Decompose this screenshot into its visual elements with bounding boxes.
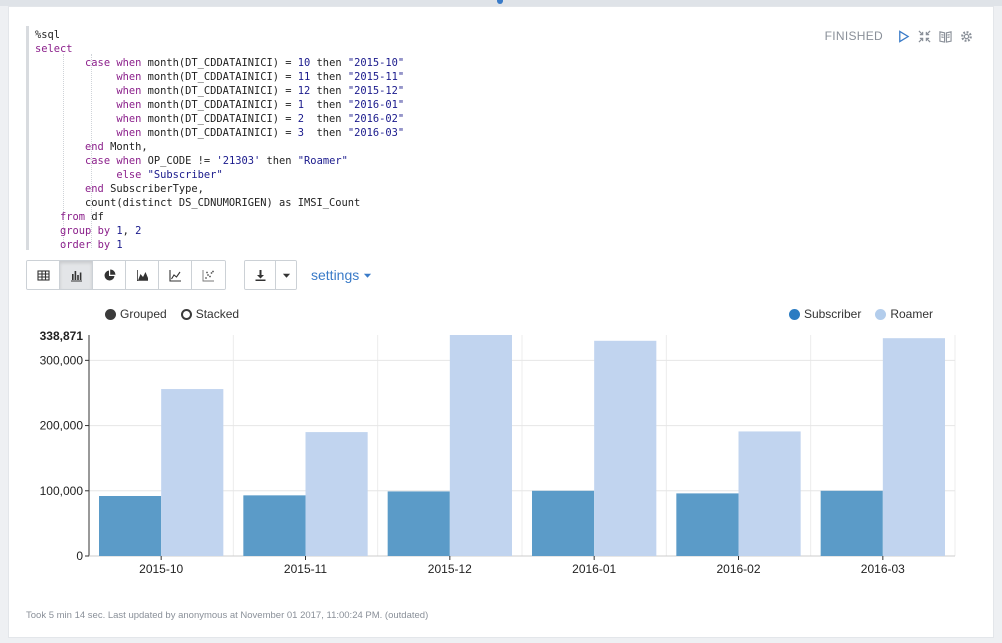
bar-subscriber-2015-10	[99, 496, 162, 556]
radio-empty-icon	[180, 308, 192, 320]
table-view-button[interactable]	[27, 261, 60, 289]
paragraph-controls: FINISHED	[825, 27, 973, 45]
download-icon	[255, 269, 265, 281]
area-chart-icon	[136, 269, 148, 281]
legend-item-subscriber[interactable]: Subscriber	[788, 307, 862, 321]
bar-roamer-2016-01	[594, 340, 657, 556]
code-line: count(distinct DS_CDNUMORIGEN) as IMSI_C…	[35, 197, 361, 209]
run-icon[interactable]	[896, 29, 910, 43]
code-line: when month(DT_CDDATAINICI) = 3 then "201…	[116, 127, 405, 139]
code-line: order by 1	[60, 239, 123, 251]
bar-subscriber-2016-03	[820, 490, 883, 556]
grouped-option[interactable]: Grouped	[105, 307, 167, 321]
pie-chart-button[interactable]	[93, 261, 126, 289]
paragraph-footer: Took 5 min 14 sec. Last updated by anony…	[26, 610, 429, 621]
scatter-chart-button[interactable]	[192, 261, 225, 289]
line-chart-button[interactable]	[159, 261, 192, 289]
stacked-option[interactable]: Stacked	[180, 307, 240, 321]
y-tick-label: 0	[76, 549, 83, 563]
bar-subscriber-2016-01	[532, 490, 595, 556]
legend-label: Subscriber	[803, 307, 862, 321]
code-line: select	[35, 43, 73, 55]
pie-chart-icon	[104, 269, 115, 280]
download-button[interactable]	[245, 261, 275, 289]
code-line: group by 1, 2	[60, 225, 142, 237]
bar-roamer-2016-03	[882, 338, 945, 556]
add-paragraph-handle[interactable]	[497, 0, 503, 4]
code-line: when month(DT_CDDATAINICI) = 2 then "201…	[116, 113, 405, 125]
code-line: case when OP_CODE != '21303' then "Roame…	[85, 155, 348, 167]
collapse-icon[interactable]	[917, 29, 931, 43]
caret-down-icon	[364, 273, 372, 278]
line-chart-icon	[168, 269, 181, 282]
table-icon	[36, 269, 50, 281]
gear-icon[interactable]	[959, 29, 973, 43]
code-line: when month(DT_CDDATAINICI) = 11 then "20…	[116, 71, 405, 83]
bar-roamer-2015-10	[161, 389, 224, 556]
chart-type-group	[26, 260, 226, 290]
settings-toggle[interactable]: settings	[311, 267, 372, 283]
download-group	[244, 260, 297, 290]
chart-mode-legend: Grouped Stacked	[105, 307, 239, 321]
radio-filled-icon	[105, 308, 116, 320]
indent-guide	[91, 54, 92, 248]
x-tick-label: 2016-01	[572, 562, 616, 576]
code-line: case when month(DT_CDDATAINICI) = 10 the…	[85, 57, 405, 69]
bar-chart-icon	[70, 270, 82, 281]
code-line: from df	[60, 211, 104, 223]
code-line: end SubscriberType,	[85, 183, 204, 195]
x-tick-label: 2015-11	[284, 562, 327, 576]
bar-roamer-2016-02	[738, 431, 801, 556]
code-line: else "Subscriber"	[116, 169, 223, 181]
grouped-label: Grouped	[120, 307, 167, 321]
x-tick-label: 2015-12	[428, 562, 472, 576]
bar-subscriber-2015-12	[387, 491, 450, 556]
bar-subscriber-2016-02	[676, 493, 739, 556]
bar-subscriber-2015-11	[243, 495, 306, 556]
bar-roamer-2015-11	[305, 432, 368, 556]
code-line: %sql	[35, 29, 61, 41]
legend-label: Roamer	[890, 307, 933, 321]
code-editor[interactable]: %sql select case when month(DT_CDDATAINI…	[26, 26, 466, 251]
series-swatch-icon	[875, 308, 887, 320]
series-swatch-icon	[788, 308, 800, 320]
paragraph: FINISHED %sql select case when month(DT_…	[8, 6, 994, 638]
bar-chart: 0 100,000 200,000 300,000 338,871 2015-10 2015…	[40, 329, 956, 576]
visualization-toolbar: settings	[26, 260, 372, 290]
area-chart-button[interactable]	[126, 261, 159, 289]
legend-item-roamer[interactable]: Roamer	[875, 307, 933, 321]
x-tick-label: 2016-03	[861, 562, 905, 576]
top-bar	[0, 0, 1002, 6]
code-line: end Month,	[85, 141, 148, 153]
y-tick-label: 200,000	[40, 419, 84, 433]
y-tick-label: 300,000	[40, 353, 84, 367]
bar-chart-button[interactable]	[60, 261, 93, 289]
indent-guide	[63, 54, 64, 248]
series-legend: Subscriber Roamer	[788, 307, 933, 321]
y-max-label: 338,871	[40, 329, 84, 343]
bar-roamer-2015-12	[449, 335, 512, 556]
y-tick-label: 100,000	[40, 484, 84, 498]
settings-label: settings	[311, 267, 360, 283]
code-line: when month(DT_CDDATAINICI) = 12 then "20…	[116, 85, 405, 97]
x-tick-label: 2016-02	[716, 562, 760, 576]
stacked-label: Stacked	[195, 307, 240, 321]
caret-down-icon	[282, 273, 290, 278]
status-label: FINISHED	[824, 29, 883, 43]
download-dropdown-toggle[interactable]	[275, 261, 296, 289]
book-icon[interactable]	[938, 29, 952, 43]
x-tick-label: 2015-10	[139, 562, 183, 576]
code-line: when month(DT_CDDATAINICI) = 1 then "201…	[116, 99, 405, 111]
scatter-chart-icon	[202, 269, 214, 281]
